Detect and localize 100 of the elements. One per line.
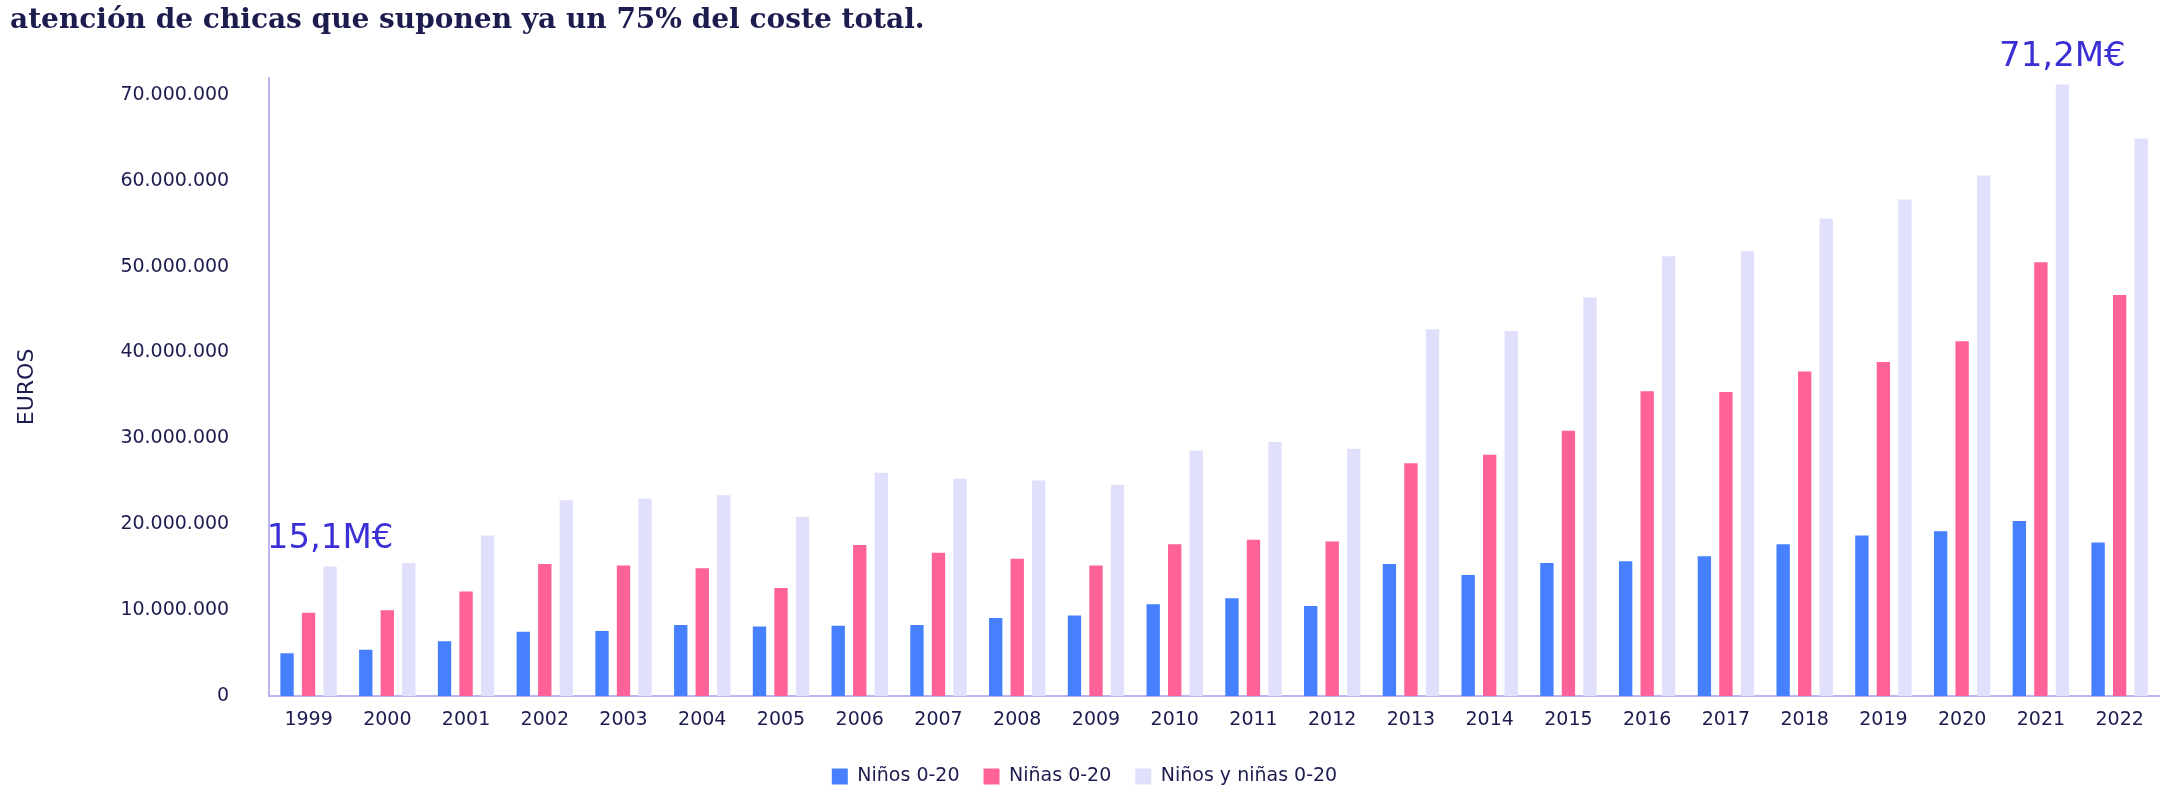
bar: [1618, 561, 1633, 697]
x-tick-label: 2002: [520, 706, 569, 729]
bar: [2012, 520, 2027, 697]
x-tick-label: 2009: [1071, 706, 1121, 729]
bar: [480, 535, 495, 697]
bar: [695, 568, 709, 697]
bar: [1304, 605, 1318, 697]
bar: [1855, 535, 1869, 697]
x-tick-label: 2017: [1701, 706, 1751, 729]
bar: [1067, 615, 1082, 697]
bar: [774, 587, 788, 697]
bar: [1225, 598, 1239, 697]
bar: [1268, 441, 1282, 697]
bar: [1583, 297, 1597, 697]
x-tick-label: 2015: [1544, 706, 1593, 729]
x-tick-label: 2006: [835, 706, 884, 729]
bar: [1504, 331, 1518, 697]
bar: [2055, 84, 2070, 697]
text: 71,2M€: [1999, 34, 2126, 75]
bar: [638, 498, 652, 697]
bar: [323, 566, 337, 697]
y-tick-label: 60.000.000: [120, 167, 230, 190]
x-tick-label: 2010: [1150, 706, 1199, 729]
bar: [538, 563, 552, 697]
legend-label: Niñas 0-20: [1009, 763, 1112, 786]
bar: [874, 472, 888, 697]
bar: [1797, 371, 1812, 697]
bar: [1662, 256, 1676, 697]
bar: [1933, 531, 1948, 697]
x-tick-label: 2004: [678, 706, 727, 729]
bar: [559, 500, 573, 697]
bar: [674, 624, 688, 697]
bar: [2091, 542, 2105, 697]
bar: [402, 563, 416, 697]
bar: [1719, 392, 1733, 697]
bar: [931, 552, 946, 697]
x-tick-label: 2001: [441, 706, 491, 729]
bar: [301, 612, 316, 697]
bar: [1110, 484, 1125, 697]
x-tick-label: 2013: [1386, 706, 1436, 729]
x-tick-label: 2008: [993, 706, 1042, 729]
bar: [752, 626, 767, 697]
bar: [795, 516, 810, 697]
x-tick-label: 2019: [1859, 706, 1908, 729]
bar: [1425, 329, 1440, 697]
bar: [2112, 294, 2127, 697]
bar: [1977, 175, 1991, 697]
bar: [717, 495, 731, 697]
bar: [1032, 480, 1046, 697]
x-tick-label: 1999: [284, 706, 333, 729]
bar: [1561, 430, 1576, 697]
bar: [516, 631, 530, 697]
y-tick-label: 0: [217, 683, 230, 706]
y-axis-title: EUROS: [12, 348, 38, 426]
bar: [1246, 539, 1261, 697]
x-tick-label: 2016: [1623, 706, 1672, 729]
bar: [1955, 341, 1969, 697]
x-tick-label: 2011: [1229, 706, 1278, 729]
bar: [595, 630, 609, 697]
bar: [1010, 558, 1024, 697]
x-tick-label: 2022: [2095, 706, 2144, 729]
bar: [953, 478, 967, 697]
bar: [437, 641, 452, 697]
bar: [831, 625, 845, 697]
bar: [2034, 262, 2048, 697]
x-tick-label: 2005: [756, 706, 806, 729]
x-tick-label: 2020: [1937, 706, 1987, 729]
chart-title: atención de chicas que suponen ya un 75% del coste total.: [10, 2, 925, 36]
annotation: 15,1M€: [266, 516, 394, 557]
bar: [1382, 563, 1397, 697]
y-tick-label: 20.000.000: [120, 511, 230, 534]
bar: [280, 653, 294, 697]
bar: [910, 624, 924, 697]
bar: [1461, 575, 1475, 697]
bar: [616, 565, 631, 697]
bar: [1740, 251, 1755, 697]
y-tick-label: 30.000.000: [120, 425, 230, 448]
y-tick-label: 50.000.000: [120, 253, 230, 276]
x-tick-label: 2007: [914, 706, 963, 729]
bar: [1540, 563, 1554, 697]
bar: [1898, 199, 1912, 697]
x-tick-label: 2021: [2016, 706, 2066, 729]
bar: [359, 649, 373, 697]
bar: [1640, 391, 1654, 697]
bar: [1325, 541, 1339, 697]
bar: [1146, 604, 1160, 697]
bar: [853, 544, 867, 697]
bar: [1697, 556, 1712, 697]
x-tick-label: 2018: [1780, 706, 1829, 729]
x-tick-label: 2000: [363, 706, 412, 729]
bar: [459, 591, 473, 697]
y-tick-label: 40.000.000: [120, 339, 230, 362]
x-tick-label: 2003: [599, 706, 648, 729]
y-tick-label: 70.000.000: [120, 81, 230, 104]
bar: [1404, 463, 1418, 697]
bar: [989, 618, 1003, 697]
bar: [1189, 450, 1203, 697]
bar: [1876, 361, 1891, 697]
bar: [1819, 218, 1833, 697]
bar: [1483, 454, 1497, 697]
